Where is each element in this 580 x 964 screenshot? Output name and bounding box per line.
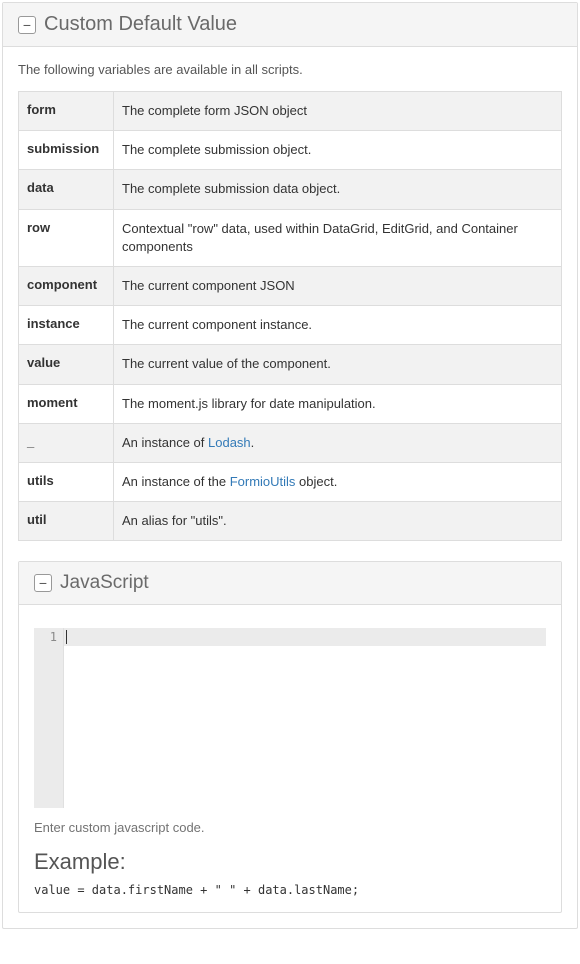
variable-name: form — [19, 92, 114, 131]
variable-desc: The complete submission object. — [114, 131, 562, 170]
code-editor[interactable]: 1 — [34, 628, 546, 808]
panel-heading[interactable]: − Custom Default Value — [3, 3, 577, 47]
panel-body: The following variables are available in… — [3, 47, 577, 928]
table-row: momentThe moment.js library for date man… — [19, 384, 562, 423]
table-row: utilAn alias for "utils". — [19, 502, 562, 541]
variable-desc: The complete submission data object. — [114, 170, 562, 209]
variable-name: value — [19, 345, 114, 384]
editor-cursor — [66, 630, 67, 644]
variable-name: _ — [19, 423, 114, 462]
table-row: _An instance of Lodash. — [19, 423, 562, 462]
doc-link[interactable]: FormioUtils — [230, 474, 296, 489]
js-panel-body: 1 Enter custom javascript code. Example:… — [19, 605, 561, 912]
editor-area[interactable] — [64, 628, 546, 808]
variable-desc: An instance of Lodash. — [114, 423, 562, 462]
javascript-panel: − JavaScript 1 Enter custom javascript c… — [18, 561, 562, 913]
example-code: value = data.firstName + " " + data.last… — [34, 883, 546, 897]
variable-desc: The current component JSON — [114, 266, 562, 305]
table-row: dataThe complete submission data object. — [19, 170, 562, 209]
table-row: componentThe current component JSON — [19, 266, 562, 305]
table-row: valueThe current value of the component. — [19, 345, 562, 384]
doc-link[interactable]: Lodash — [208, 435, 251, 450]
editor-help-text: Enter custom javascript code. — [34, 820, 546, 835]
collapse-icon[interactable]: − — [18, 16, 36, 34]
variable-name: instance — [19, 306, 114, 345]
variable-name: util — [19, 502, 114, 541]
variable-name: moment — [19, 384, 114, 423]
intro-text: The following variables are available in… — [18, 62, 562, 77]
variable-desc: The complete form JSON object — [114, 92, 562, 131]
variable-desc: Contextual "row" data, used within DataG… — [114, 209, 562, 266]
variable-desc: An instance of the FormioUtils object. — [114, 462, 562, 501]
table-row: formThe complete form JSON object — [19, 92, 562, 131]
variable-name: submission — [19, 131, 114, 170]
js-panel-heading[interactable]: − JavaScript — [19, 562, 561, 605]
variable-desc: The current value of the component. — [114, 345, 562, 384]
variable-desc: An alias for "utils". — [114, 502, 562, 541]
editor-gutter: 1 — [34, 628, 64, 808]
variable-name: component — [19, 266, 114, 305]
variable-desc: The moment.js library for date manipulat… — [114, 384, 562, 423]
variables-table: formThe complete form JSON objectsubmiss… — [18, 91, 562, 541]
variable-name: utils — [19, 462, 114, 501]
editor-active-line — [64, 628, 546, 646]
js-panel-title: JavaScript — [60, 572, 149, 594]
variable-desc: The current component instance. — [114, 306, 562, 345]
table-row: rowContextual "row" data, used within Da… — [19, 209, 562, 266]
variable-name: data — [19, 170, 114, 209]
example-heading: Example: — [34, 849, 546, 875]
collapse-icon[interactable]: − — [34, 574, 52, 592]
custom-default-value-panel: − Custom Default Value The following var… — [2, 2, 578, 929]
panel-title: Custom Default Value — [44, 13, 237, 36]
table-row: utilsAn instance of the FormioUtils obje… — [19, 462, 562, 501]
variable-name: row — [19, 209, 114, 266]
table-row: instanceThe current component instance. — [19, 306, 562, 345]
table-row: submissionThe complete submission object… — [19, 131, 562, 170]
